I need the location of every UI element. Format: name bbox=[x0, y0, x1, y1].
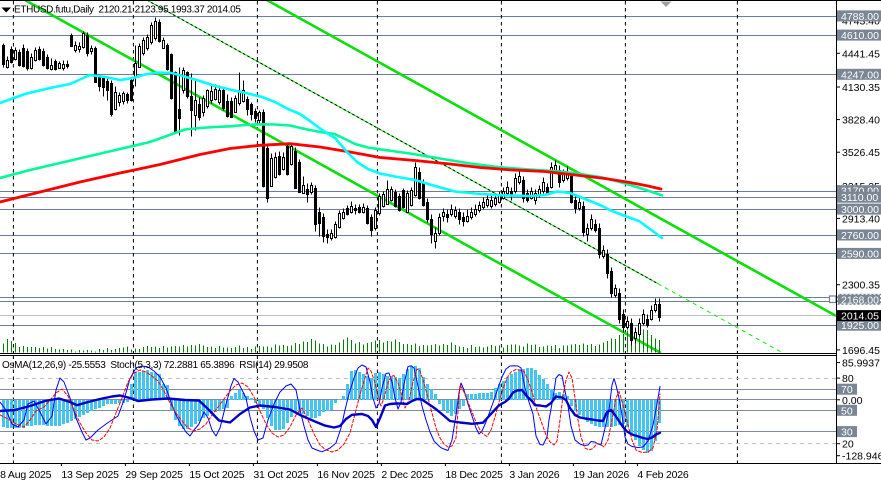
svg-text:0.00: 0.00 bbox=[842, 395, 863, 407]
svg-text:3110.00: 3110.00 bbox=[841, 192, 878, 204]
svg-text:3000.00: 3000.00 bbox=[841, 204, 879, 216]
svg-text:-128.946: -128.946 bbox=[842, 451, 881, 463]
svg-text:31 Oct 2025: 31 Oct 2025 bbox=[253, 469, 308, 481]
svg-text:OsMA(12,26,9) -25.5553 Stoch(: OsMA(12,26,9) -25.5553 Stoch(5,3,3) 72.2… bbox=[2, 360, 309, 371]
svg-text:2 Dec 2025: 2 Dec 2025 bbox=[381, 469, 433, 481]
svg-text:70: 70 bbox=[841, 384, 853, 396]
svg-text:15 Oct 2025: 15 Oct 2025 bbox=[189, 469, 244, 481]
svg-text:1925.00: 1925.00 bbox=[841, 320, 879, 332]
svg-text:2014.05: 2014.05 bbox=[841, 311, 879, 323]
svg-text:4 Feb 2026: 4 Feb 2026 bbox=[637, 469, 688, 481]
svg-text:80: 80 bbox=[842, 373, 854, 385]
svg-text:28 Aug 2025: 28 Aug 2025 bbox=[0, 469, 52, 481]
svg-text:2168.00: 2168.00 bbox=[841, 294, 879, 306]
svg-text:2300.35: 2300.35 bbox=[842, 280, 880, 292]
svg-text:3828.40: 3828.40 bbox=[842, 115, 880, 127]
svg-text:30: 30 bbox=[841, 427, 853, 439]
svg-text:1696.45: 1696.45 bbox=[842, 345, 880, 357]
svg-text:2913.40: 2913.40 bbox=[842, 213, 880, 225]
svg-text:4130.35: 4130.35 bbox=[842, 82, 880, 94]
svg-text:4441.45: 4441.45 bbox=[842, 48, 880, 60]
svg-text:85.9937: 85.9937 bbox=[842, 358, 880, 370]
svg-text:3 Jan 2026: 3 Jan 2026 bbox=[509, 469, 559, 481]
svg-text:2760.00: 2760.00 bbox=[841, 230, 879, 242]
svg-text:4610.00: 4610.00 bbox=[841, 30, 879, 42]
svg-text:13 Sep 2025: 13 Sep 2025 bbox=[61, 469, 119, 481]
svg-text:29 Sep 2025: 29 Sep 2025 bbox=[125, 469, 183, 481]
svg-text:4247.00: 4247.00 bbox=[841, 69, 879, 81]
svg-text:ETHUSD.futu,Daily 2120.21 212: ETHUSD.futu,Daily 2120.21 2123.95 1993.3… bbox=[14, 5, 241, 16]
svg-text:50: 50 bbox=[841, 405, 853, 417]
svg-text:20: 20 bbox=[842, 439, 854, 451]
svg-text:3526.45: 3526.45 bbox=[842, 147, 880, 159]
svg-text:4788.00: 4788.00 bbox=[841, 11, 879, 23]
svg-text:2590.00: 2590.00 bbox=[841, 248, 879, 260]
svg-text:18 Dec 2025: 18 Dec 2025 bbox=[445, 469, 503, 481]
svg-text:19 Jan 2026: 19 Jan 2026 bbox=[573, 469, 629, 481]
svg-text:16 Nov 2025: 16 Nov 2025 bbox=[317, 469, 375, 481]
